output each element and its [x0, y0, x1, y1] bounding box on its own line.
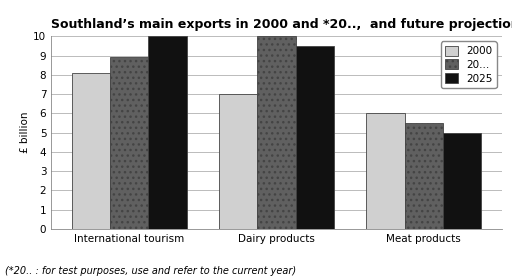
- Text: (*20.. : for test purposes, use and refer to the current year): (*20.. : for test purposes, use and refe…: [5, 266, 296, 276]
- Text: Southland’s main exports in 2000 and *20..,  and future projections for 2025: Southland’s main exports in 2000 and *20…: [51, 18, 512, 31]
- Bar: [219, 94, 258, 229]
- Y-axis label: £ billion: £ billion: [20, 112, 30, 153]
- Bar: [404, 123, 443, 229]
- Bar: [148, 36, 186, 229]
- Legend: 2000, 20..., 2025: 2000, 20..., 2025: [441, 42, 497, 88]
- Bar: [72, 73, 110, 229]
- Bar: [258, 36, 295, 229]
- Bar: [110, 57, 148, 229]
- Bar: [367, 113, 404, 229]
- Bar: [295, 46, 334, 229]
- Bar: [443, 133, 481, 229]
